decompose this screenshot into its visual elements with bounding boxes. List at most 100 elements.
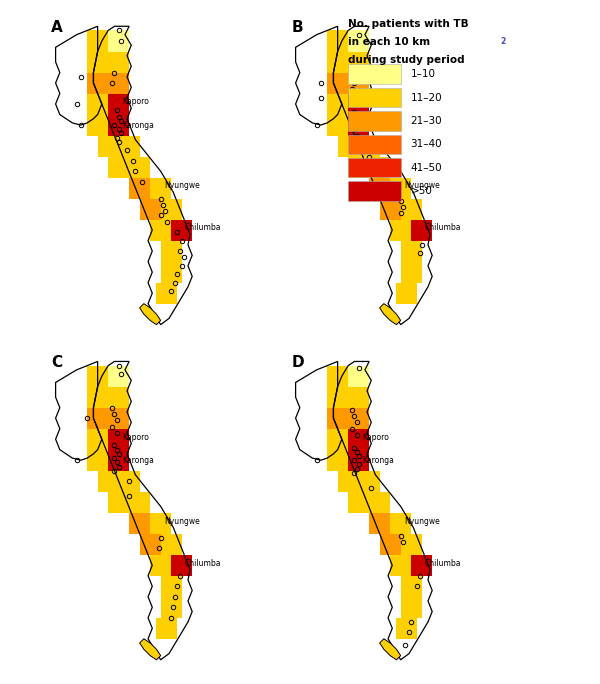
Bar bbox=[327, 51, 348, 73]
Text: Nyungwe: Nyungwe bbox=[404, 181, 440, 190]
Bar bbox=[348, 492, 369, 513]
Bar bbox=[359, 135, 380, 157]
Bar bbox=[161, 534, 182, 555]
Bar bbox=[108, 114, 129, 135]
Text: Nyungwe: Nyungwe bbox=[164, 516, 200, 525]
Bar bbox=[108, 429, 129, 449]
Bar bbox=[401, 198, 422, 220]
Bar bbox=[348, 88, 401, 107]
Bar bbox=[338, 135, 359, 157]
Polygon shape bbox=[140, 639, 161, 660]
Text: 1–10: 1–10 bbox=[410, 69, 436, 79]
Bar bbox=[348, 64, 401, 84]
Bar bbox=[129, 492, 150, 513]
Bar bbox=[348, 51, 369, 73]
Bar bbox=[87, 73, 108, 94]
Bar bbox=[338, 471, 359, 492]
Bar bbox=[327, 429, 348, 449]
Bar bbox=[348, 386, 369, 408]
Bar bbox=[327, 408, 348, 429]
Bar bbox=[327, 114, 348, 135]
Bar bbox=[401, 241, 422, 261]
Bar bbox=[87, 31, 108, 51]
Text: Nyungwe: Nyungwe bbox=[164, 181, 200, 190]
Text: Karonga: Karonga bbox=[362, 120, 394, 129]
Text: 21–30: 21–30 bbox=[410, 116, 442, 126]
Bar bbox=[348, 429, 369, 449]
Bar bbox=[348, 73, 369, 94]
Bar bbox=[98, 135, 119, 157]
Bar bbox=[348, 114, 369, 135]
Text: 11–20: 11–20 bbox=[410, 92, 442, 103]
Bar bbox=[87, 94, 108, 114]
Text: 41–50: 41–50 bbox=[410, 163, 442, 173]
Bar bbox=[157, 282, 178, 304]
Bar bbox=[348, 111, 401, 131]
Bar bbox=[150, 178, 171, 198]
Text: No. patients with TB: No. patients with TB bbox=[348, 19, 469, 29]
Bar bbox=[140, 534, 161, 555]
Bar bbox=[108, 51, 129, 73]
Bar bbox=[87, 51, 108, 73]
Bar bbox=[348, 158, 401, 177]
Bar bbox=[401, 534, 422, 555]
Bar bbox=[411, 555, 432, 576]
Bar bbox=[87, 408, 108, 429]
Bar bbox=[390, 555, 411, 576]
Bar bbox=[108, 31, 129, 51]
Text: Kaporo: Kaporo bbox=[362, 432, 389, 442]
Bar bbox=[87, 449, 108, 471]
Bar bbox=[129, 513, 150, 534]
Text: Kaporo: Kaporo bbox=[122, 97, 149, 107]
Text: Chilumba: Chilumba bbox=[185, 559, 221, 568]
Text: Karonga: Karonga bbox=[362, 456, 394, 464]
Bar bbox=[369, 492, 390, 513]
Bar bbox=[98, 471, 119, 492]
Bar bbox=[161, 261, 182, 282]
Text: Kaporo: Kaporo bbox=[362, 97, 389, 107]
Bar bbox=[129, 157, 150, 178]
Text: Chilumba: Chilumba bbox=[185, 224, 221, 233]
Bar bbox=[327, 94, 348, 114]
Bar bbox=[108, 386, 129, 408]
Text: D: D bbox=[292, 355, 304, 370]
Bar bbox=[369, 178, 390, 198]
Bar bbox=[140, 198, 161, 220]
Bar bbox=[390, 220, 411, 241]
Bar bbox=[150, 220, 171, 241]
Bar bbox=[348, 408, 369, 429]
Bar bbox=[380, 198, 401, 220]
Bar bbox=[380, 534, 401, 555]
Text: C: C bbox=[52, 355, 62, 370]
Bar bbox=[129, 178, 150, 198]
Bar bbox=[87, 114, 108, 135]
Bar bbox=[87, 366, 108, 386]
Bar bbox=[150, 555, 171, 576]
Text: Karonga: Karonga bbox=[122, 120, 154, 129]
Polygon shape bbox=[380, 639, 401, 660]
Text: in each 10 km: in each 10 km bbox=[348, 37, 430, 47]
Text: 31–40: 31–40 bbox=[410, 140, 442, 149]
Bar bbox=[348, 31, 369, 51]
Bar bbox=[161, 596, 182, 618]
Bar bbox=[397, 282, 418, 304]
Bar bbox=[161, 241, 182, 261]
Bar bbox=[348, 181, 401, 201]
Polygon shape bbox=[380, 304, 401, 325]
Bar bbox=[397, 618, 418, 639]
Text: during study period: during study period bbox=[348, 55, 464, 65]
Bar bbox=[108, 408, 129, 429]
Text: Kaporo: Kaporo bbox=[122, 432, 149, 442]
Text: 2: 2 bbox=[500, 37, 506, 46]
Bar bbox=[108, 366, 129, 386]
Bar bbox=[87, 386, 108, 408]
Bar bbox=[359, 471, 380, 492]
Bar bbox=[401, 576, 422, 596]
Bar bbox=[108, 94, 129, 114]
Bar bbox=[411, 220, 432, 241]
Bar bbox=[119, 471, 140, 492]
Bar bbox=[108, 449, 129, 471]
Bar bbox=[150, 513, 171, 534]
Text: Karonga: Karonga bbox=[122, 456, 154, 464]
Text: Chilumba: Chilumba bbox=[425, 224, 461, 233]
